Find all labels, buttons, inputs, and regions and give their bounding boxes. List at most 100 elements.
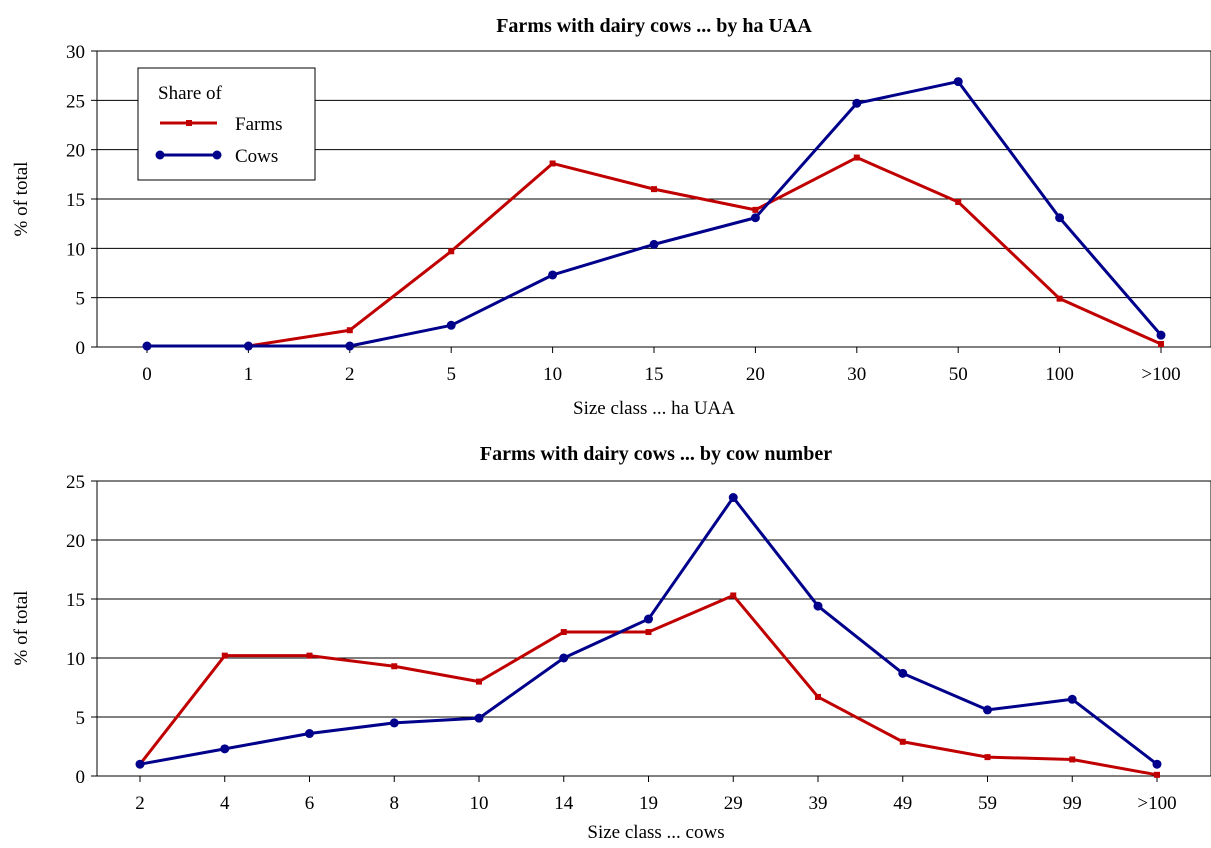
x-tick-label: >100 <box>1141 364 1180 385</box>
data-point-cows <box>983 705 992 715</box>
data-point-cows <box>852 98 862 108</box>
x-tick-label: 0 <box>142 364 152 385</box>
x-tick-label: 59 <box>978 793 997 814</box>
y-axis-label: % of total <box>11 162 32 237</box>
x-tick-label: 100 <box>1045 364 1074 385</box>
y-tick-label: 0 <box>76 767 86 788</box>
x-tick-label: 29 <box>724 793 743 814</box>
y-tick-label: 20 <box>66 531 85 552</box>
data-point-farms <box>1158 341 1164 348</box>
legend-label-cows: Cows <box>235 146 278 167</box>
x-tick-label: 50 <box>949 364 968 385</box>
x-tick-label: 10 <box>543 364 562 385</box>
x-tick-label: 19 <box>639 793 658 814</box>
data-point-cows <box>1067 694 1077 704</box>
data-point-cows <box>305 729 314 739</box>
y-axis-ticks: 0 5 10 15 20 25 30 <box>66 42 97 359</box>
legend-marker-cows <box>212 150 222 160</box>
data-point-farms <box>549 160 556 167</box>
x-tick-label: 5 <box>446 364 456 385</box>
data-point-cows <box>220 744 230 754</box>
legend: Share of Farms Cows <box>137 67 316 181</box>
legend-title: Share of <box>158 83 223 104</box>
y-axis-ticks: 0 5 10 15 20 25 <box>66 472 97 788</box>
y-tick-label: 10 <box>66 239 85 260</box>
data-point-farms <box>955 198 962 205</box>
x-axis-label: Size class ... cows <box>587 822 724 843</box>
data-point-cows <box>548 270 558 280</box>
data-point-cows <box>474 713 484 723</box>
data-point-farms <box>476 678 482 685</box>
x-tick-label: 30 <box>847 364 866 385</box>
y-tick-label: 15 <box>66 190 85 211</box>
x-tick-label: 2 <box>345 364 355 385</box>
y-tick-label: 15 <box>66 590 85 611</box>
legend-marker-cows <box>155 150 165 160</box>
x-axis-ticks: 0 1 2 5 10 15 20 30 50 100 >100 <box>142 347 1181 385</box>
legend-label-farms: Farms <box>235 114 283 135</box>
x-tick-label: 15 <box>645 364 664 385</box>
data-point-cows <box>142 341 152 351</box>
y-tick-label: 20 <box>66 141 85 162</box>
x-tick-label: 4 <box>220 793 230 814</box>
x-tick-label: 20 <box>746 364 765 385</box>
data-point-farms <box>853 154 860 161</box>
data-point-cows <box>243 341 253 351</box>
series-group <box>135 493 1162 778</box>
x-tick-label: 14 <box>554 793 574 814</box>
data-point-cows <box>644 614 653 624</box>
series-group <box>142 77 1166 351</box>
y-tick-label: 25 <box>66 91 85 112</box>
data-point-cows <box>728 493 738 503</box>
data-point-cows <box>389 718 399 728</box>
data-point-cows <box>345 341 355 351</box>
data-point-farms <box>1069 756 1076 763</box>
data-point-cows <box>1156 330 1166 340</box>
data-point-farms <box>560 629 567 636</box>
x-tick-label: 49 <box>893 793 912 814</box>
chart-ha-uaa: Farms with dairy cows ... by ha UAA 0510… <box>11 15 1211 419</box>
y-tick-label: 25 <box>66 472 85 493</box>
data-point-cows <box>750 213 760 223</box>
x-tick-label: 1 <box>244 364 254 385</box>
data-point-farms <box>221 652 228 659</box>
x-tick-label: 6 <box>305 793 315 814</box>
data-point-farms <box>306 652 313 659</box>
series-line-farms <box>147 156 1162 348</box>
y-tick-label: 5 <box>76 289 86 310</box>
data-point-farms <box>752 206 759 213</box>
chart-title: Farms with dairy cows ... by cow number <box>480 443 832 465</box>
data-point-farms <box>730 592 737 599</box>
chart-cow-number: Farms with dairy cows ... by cow number … <box>11 443 1211 843</box>
y-tick-label: 5 <box>76 708 86 729</box>
legend-marker-farms <box>186 120 192 126</box>
data-point-farms <box>645 629 652 636</box>
y-tick-label: 0 <box>76 338 86 359</box>
x-tick-label: 8 <box>390 793 400 814</box>
x-axis-ticks: 2 4 6 8 10 14 19 29 39 49 59 99 >100 <box>135 776 1177 814</box>
data-point-farms <box>448 248 455 255</box>
data-point-cows <box>813 601 823 611</box>
x-tick-label: 10 <box>470 793 489 814</box>
data-point-farms <box>815 693 821 700</box>
data-point-cows <box>649 239 659 249</box>
data-point-farms <box>1056 295 1063 302</box>
data-point-farms <box>984 754 991 761</box>
data-point-cows <box>559 653 569 663</box>
y-tick-label: 30 <box>66 42 85 63</box>
data-point-farms <box>391 663 398 670</box>
x-axis-label: Size class ... ha UAA <box>573 398 735 419</box>
data-point-farms <box>346 327 353 334</box>
x-tick-label: >100 <box>1137 793 1176 814</box>
x-tick-label: 39 <box>809 793 828 814</box>
gridlines <box>97 539 1211 718</box>
data-point-cows <box>953 77 963 87</box>
chart-title: Farms with dairy cows ... by ha UAA <box>496 15 812 37</box>
data-point-cows <box>898 668 908 678</box>
y-axis-label: % of total <box>11 591 32 666</box>
data-point-cows <box>135 759 145 769</box>
data-point-cows <box>446 320 456 330</box>
plot-frame <box>96 480 1211 777</box>
x-tick-label: 99 <box>1063 793 1082 814</box>
